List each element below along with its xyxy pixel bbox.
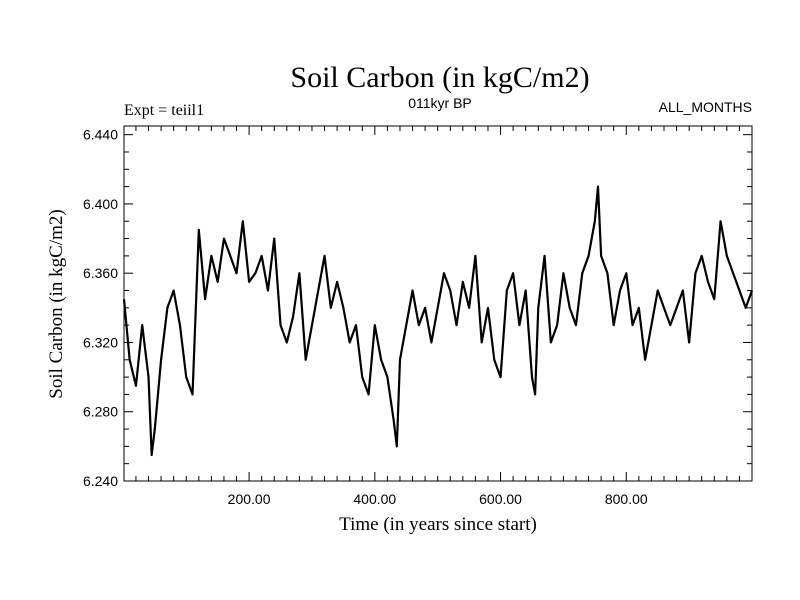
y-tick-label: 6.360 [83,265,118,281]
plot-area: 200.00 400.00 600.00 800.00 6.240 6.280 6.320 6… [83,125,754,507]
y-tick-label: 6.440 [83,127,118,143]
y-tick-label: 6.240 [83,473,118,489]
y-axis-label: Soil Carbon (in kgC/m2) [46,209,67,398]
y-tick-label: 6.280 [83,404,118,420]
x-tick-label: 600.00 [479,491,522,507]
soil-carbon-series-line [122,185,754,457]
x-tick-label: 800.00 [605,491,648,507]
x-axis-label: Time (in years since start) [339,514,537,535]
x-tick-label: 400.00 [353,491,396,507]
y-tick-label: 6.400 [83,196,118,212]
x-tick-label: 200.00 [228,491,271,507]
chart-title: Soil Carbon (in kgC/m2) [290,61,589,94]
y-tick-label: 6.320 [83,334,118,350]
experiment-label: Expt = teiil1 [124,102,204,119]
months-label: ALL_MONTHS [659,99,752,115]
period-label: 011kyr BP [408,95,472,111]
